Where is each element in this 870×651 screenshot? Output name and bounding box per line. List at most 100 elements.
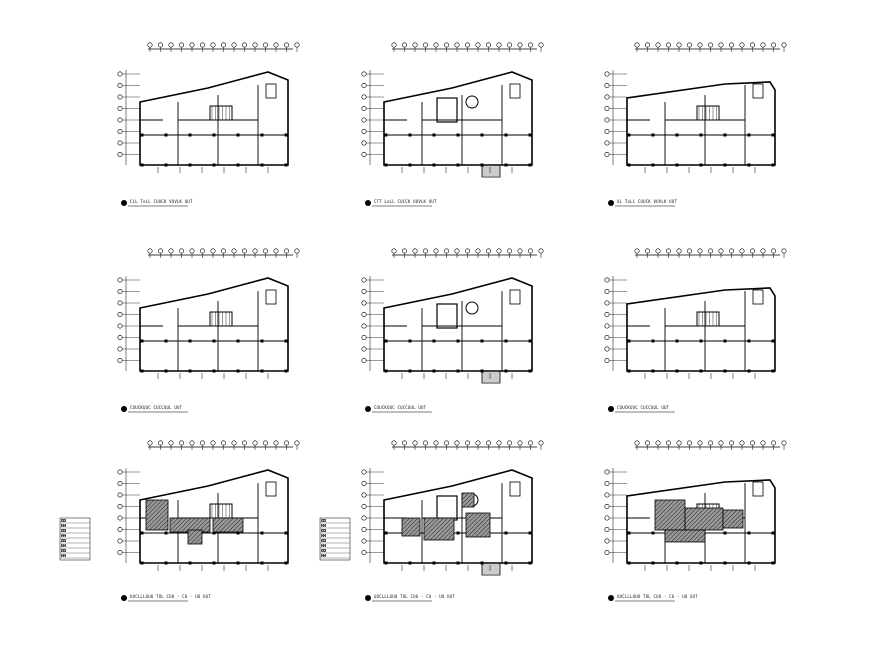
grid-bubble [252, 248, 258, 254]
structural-column [723, 369, 727, 373]
grid-bubble-row [361, 140, 367, 146]
structural-column [260, 531, 264, 535]
structural-column [260, 163, 264, 167]
structural-column [528, 133, 532, 137]
service-stair [509, 83, 521, 99]
title-marker [608, 595, 614, 601]
structural-column [260, 561, 264, 565]
hatched-core-zone [187, 529, 203, 545]
grid-bubble [760, 42, 766, 48]
structural-column [699, 339, 703, 343]
grid-bubble [697, 248, 703, 254]
grid-bubble [273, 248, 279, 254]
atrium-void [436, 97, 458, 123]
grid-bubble [433, 248, 439, 254]
grid-bubble [708, 42, 714, 48]
structural-column [164, 561, 168, 565]
structural-column [480, 133, 484, 137]
grid-bubble [401, 248, 407, 254]
structural-column [699, 163, 703, 167]
structural-column [212, 163, 216, 167]
structural-column [456, 339, 460, 343]
spiral-stair [465, 301, 479, 315]
grid-bubble [665, 440, 671, 446]
exterior-wall [626, 287, 776, 372]
grid-bubble [538, 248, 544, 254]
grid-bubble-row [361, 300, 367, 306]
grid-bubble-row [604, 527, 610, 533]
grid-bubble [252, 42, 258, 48]
grid-bubble [718, 440, 724, 446]
grid-bubble [507, 440, 513, 446]
structural-column [384, 531, 388, 535]
grid-bubble [750, 42, 756, 48]
hatched-core-zone [401, 517, 421, 537]
structural-column [723, 163, 727, 167]
structural-column [164, 531, 168, 535]
exterior-wall [626, 479, 776, 564]
grid-bubble [401, 440, 407, 446]
grid-bubble-row [604, 515, 610, 521]
grid-bubble [655, 42, 661, 48]
grid-bubble-row [604, 469, 610, 475]
legend-swatch [321, 544, 326, 547]
grid-bubble [781, 42, 787, 48]
structural-column [456, 561, 460, 565]
grid-bubble [422, 42, 428, 48]
grid-bubble [507, 42, 513, 48]
exterior-wall [139, 71, 289, 166]
grid-bubble-row [361, 323, 367, 329]
grid-bubble [750, 440, 756, 446]
grid-bubble-row [361, 346, 367, 352]
structural-column [771, 339, 775, 343]
legend-swatch [61, 549, 66, 552]
structural-column [723, 133, 727, 137]
structural-column [164, 163, 168, 167]
structural-column [140, 133, 144, 137]
plan-title: UUCLLLUUU TUL CUU - CU - UU UUT [374, 594, 455, 599]
legend-swatch [61, 529, 66, 532]
grid-bubble [528, 248, 534, 254]
grid-bubble [168, 42, 174, 48]
spiral-stair [465, 95, 479, 109]
grid-bubble-row [361, 71, 367, 77]
plan-title: CLL ToLL CUUCK VUVLK UUT [130, 199, 193, 204]
floor-plan-p7 [59, 440, 300, 602]
grid-bubble-row [117, 152, 123, 158]
grid-bubble-row [604, 346, 610, 352]
legend-table [59, 517, 91, 561]
grid-bubble-row [361, 358, 367, 364]
grid-bubble-row [361, 550, 367, 556]
service-stair [265, 289, 277, 305]
structural-column [164, 133, 168, 137]
grid-bubble-row [361, 515, 367, 521]
grid-bubble [528, 440, 534, 446]
grid-bubble [200, 248, 206, 254]
grid-bubble [475, 248, 481, 254]
structural-column [188, 339, 192, 343]
grid-bubble-row [117, 94, 123, 100]
grid-bubble-row [117, 129, 123, 135]
grid-bubble-row [117, 469, 123, 475]
grid-bubble-row [117, 504, 123, 510]
grid-bubble [750, 248, 756, 254]
grid-bubble [168, 248, 174, 254]
grid-bubble [273, 42, 279, 48]
plan-title: CTT LoLL CUCCK UUVLK UUT [374, 199, 437, 204]
grid-bubble-row [604, 358, 610, 364]
grid-bubble [294, 440, 300, 446]
structural-column [504, 561, 508, 565]
structural-column [456, 531, 460, 535]
grid-bubble [210, 42, 216, 48]
structural-column [675, 163, 679, 167]
grid-bubble-row [361, 152, 367, 158]
structural-column [651, 369, 655, 373]
structural-column [284, 339, 288, 343]
grid-bubble [157, 42, 163, 48]
grid-bubble-row [117, 140, 123, 146]
grid-bubble-row [117, 82, 123, 88]
grid-bubble-row [361, 117, 367, 123]
structural-column [627, 339, 631, 343]
grid-bubble [496, 248, 502, 254]
structural-column [188, 163, 192, 167]
